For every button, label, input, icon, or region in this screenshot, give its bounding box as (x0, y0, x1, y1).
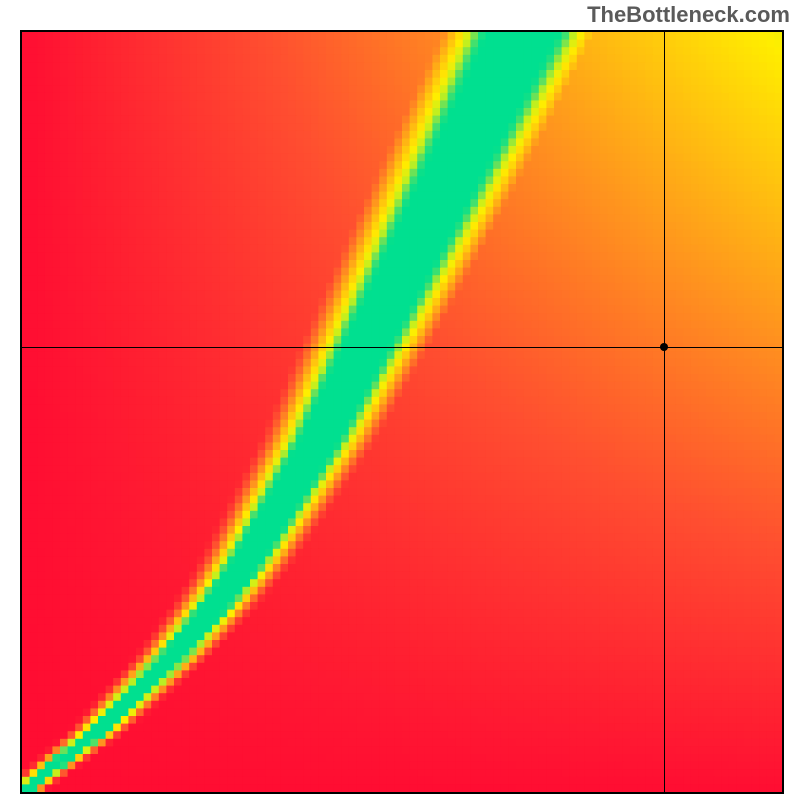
crosshair-marker-dot (660, 343, 668, 351)
plot-area (20, 30, 784, 794)
heatmap-canvas (22, 32, 782, 792)
watermark-text: TheBottleneck.com (587, 2, 790, 28)
chart-container: TheBottleneck.com (0, 0, 800, 800)
crosshair-vertical-line (664, 32, 665, 792)
